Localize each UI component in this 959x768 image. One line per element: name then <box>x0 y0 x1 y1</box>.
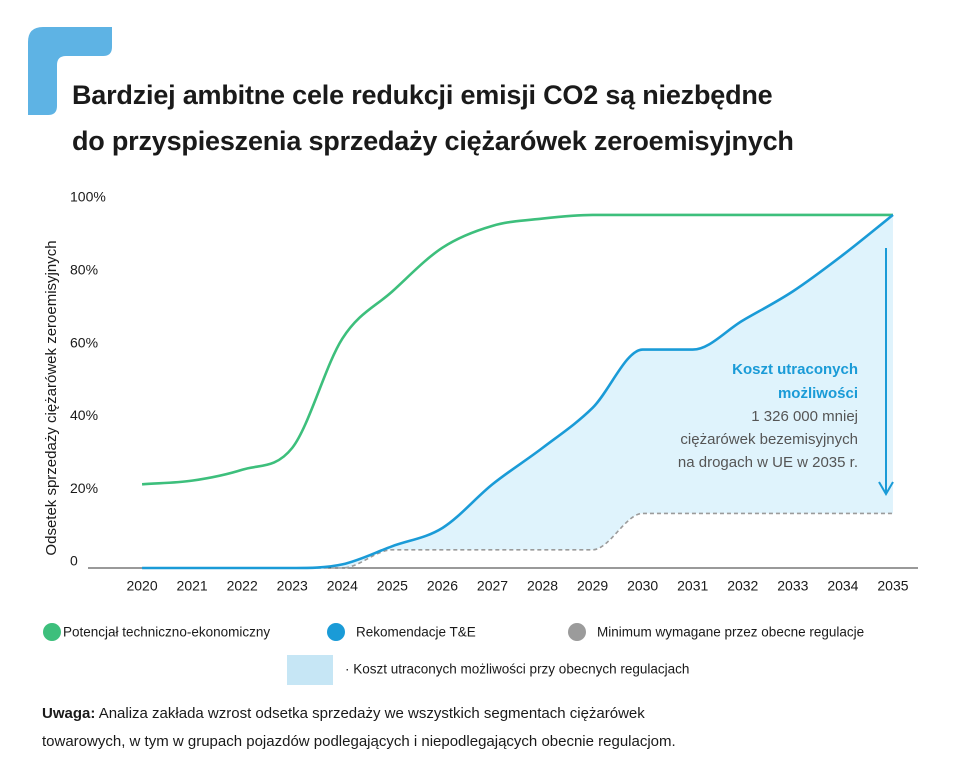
legend-label: Rekomendacje T&E <box>356 625 476 640</box>
legend-label: · Koszt utraconych możliwości przy obecn… <box>345 662 689 677</box>
annotation-text: ciężarówek bezemisyjnych <box>680 431 858 448</box>
gap-area <box>142 214 893 569</box>
legend-swatch <box>327 623 345 641</box>
x-tick-label: 2021 <box>177 578 208 594</box>
plot-area: 0 20% 40% 60% 80% 100% 2020 2021 2022 2023 2024 202… <box>43 189 918 685</box>
y-tick-label: 80% <box>70 262 98 278</box>
y-axis-label: Odsetek sprzedaży ciężarówek zeroemisyjn… <box>43 240 60 555</box>
y-tick-label: 20% <box>70 480 98 496</box>
x-tick-label: 2028 <box>527 578 558 594</box>
y-tick-label: 0 <box>70 553 78 569</box>
note-text: Analiza zakłada wzrost odsetka sprzedaży… <box>42 705 676 750</box>
x-tick-label: 2023 <box>277 578 308 594</box>
chart-title: Bardziej ambitne cele redukcji emisji CO… <box>72 72 794 164</box>
x-tick-label: 2022 <box>227 578 258 594</box>
corner-decoration <box>28 27 112 115</box>
x-tick-label: 2020 <box>126 578 157 594</box>
y-tick-label: 60% <box>70 334 98 350</box>
annotation-text: na drogach w UE w 2035 r. <box>678 454 858 471</box>
x-tick-label: 2030 <box>627 578 658 594</box>
legend-label: Potencjał techniczno-ekonomiczny <box>63 625 270 640</box>
x-tick-label: 2032 <box>727 578 758 594</box>
x-tick-label: 2031 <box>677 578 708 594</box>
legend-swatch <box>43 623 61 641</box>
series-line <box>141 213 893 486</box>
note-label: Uwaga: <box>42 705 96 722</box>
x-tick-label: 2025 <box>377 578 408 594</box>
annotation-heading: Koszt utraconych <box>732 361 858 378</box>
x-tick-label: 2024 <box>327 578 358 594</box>
x-tick-label: 2035 <box>877 578 908 594</box>
legend-swatch <box>568 623 586 641</box>
legend-label: Minimum wymagane przez obecne regulacje <box>597 625 864 640</box>
y-tick-label: 100% <box>70 189 106 205</box>
note: Uwaga: Analiza zakłada wzrost odsetka sp… <box>42 700 732 756</box>
legend-swatch <box>287 655 333 685</box>
x-tick-label: 2029 <box>577 578 608 594</box>
x-tick-label: 2034 <box>827 578 858 594</box>
annotation-arrowhead <box>878 481 894 496</box>
y-tick-label: 40% <box>70 407 98 423</box>
title-line: Bardziej ambitne cele redukcji emisji CO… <box>72 80 773 110</box>
annotation-heading: możliwości <box>778 385 858 402</box>
x-tick-label: 2033 <box>777 578 808 594</box>
title-line: do przyspieszenia sprzedaży ciężarówek z… <box>72 126 794 156</box>
x-tick-label: 2027 <box>477 578 508 594</box>
series-line <box>142 213 894 570</box>
annotation-text: 1 326 000 mniej <box>751 408 858 425</box>
x-tick-label: 2026 <box>427 578 458 594</box>
